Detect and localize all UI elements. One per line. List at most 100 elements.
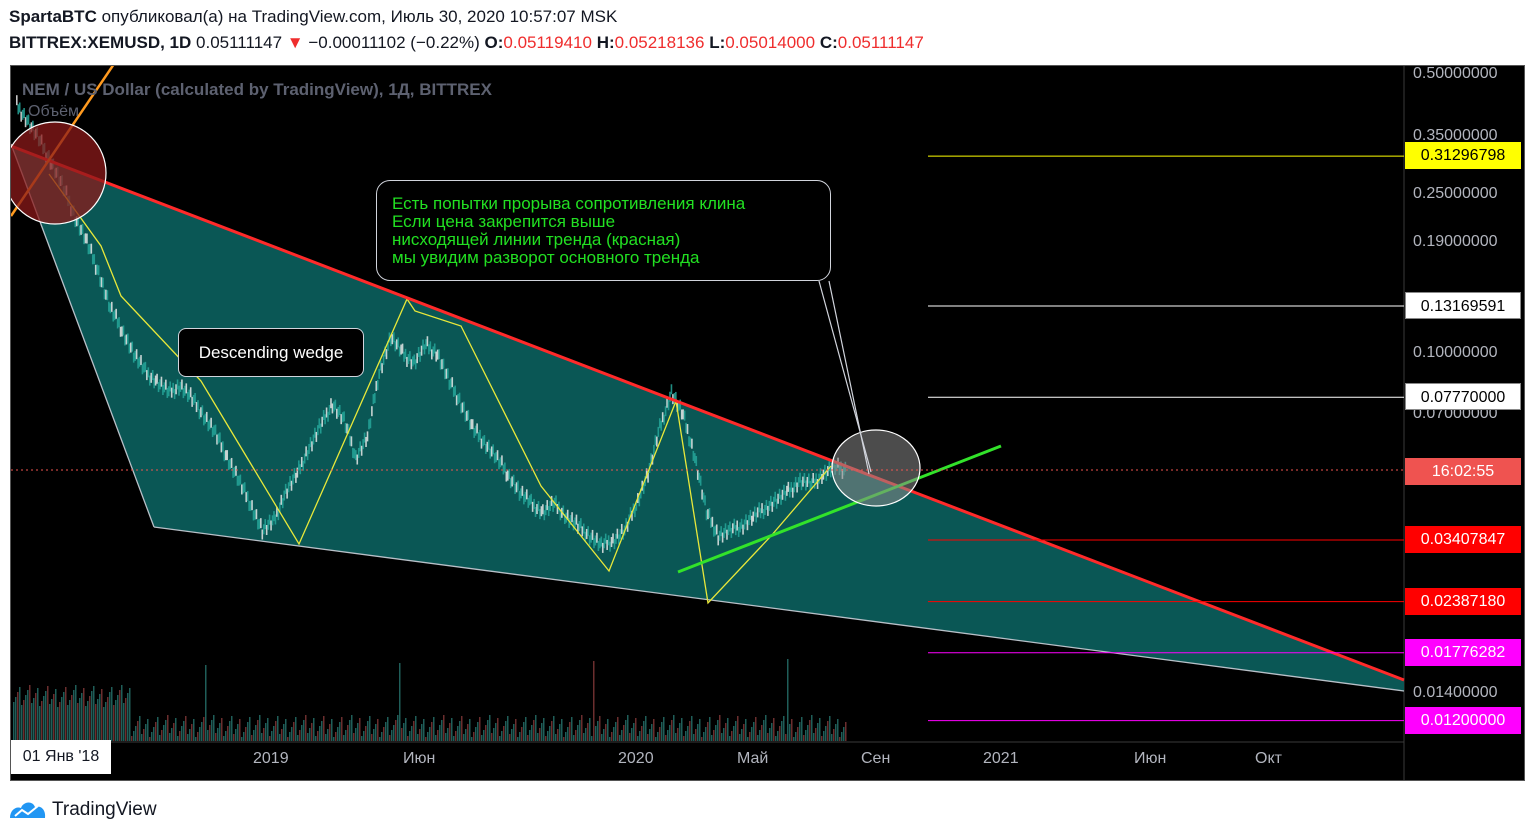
volume-bar xyxy=(51,699,53,741)
price-candle xyxy=(242,483,245,494)
volume-bar xyxy=(471,737,473,741)
volume-bar xyxy=(629,733,631,741)
resistance-trendline xyxy=(11,144,1405,682)
price-candle xyxy=(359,441,361,452)
price-candle xyxy=(134,350,136,361)
price-candle xyxy=(175,384,177,395)
analysis-callout[interactable]: Есть попытки прорыва сопротивления клина… xyxy=(376,180,831,281)
price-candle xyxy=(336,408,338,419)
price-candle xyxy=(138,356,141,367)
price-candle xyxy=(154,375,157,386)
price-candle xyxy=(724,523,727,534)
volume-bar xyxy=(639,731,641,741)
price-candle xyxy=(509,478,512,489)
price-candle xyxy=(290,480,293,491)
price-candle xyxy=(829,467,832,478)
price-candle xyxy=(83,234,85,245)
price-candle xyxy=(166,387,169,398)
price-candle xyxy=(499,457,502,468)
volume-bar xyxy=(283,724,285,741)
price-candle xyxy=(233,466,236,477)
price-candle xyxy=(243,482,246,493)
price-candle xyxy=(682,409,684,420)
price-candle xyxy=(292,474,294,485)
price-candle xyxy=(349,435,351,446)
volume-bar xyxy=(711,735,713,741)
volume-bar xyxy=(579,720,581,741)
price-candle xyxy=(262,524,265,535)
price-candle xyxy=(615,533,617,544)
volume-bar xyxy=(59,702,61,741)
price-candle xyxy=(393,332,395,343)
volume-bar xyxy=(91,691,93,741)
price-candle xyxy=(739,522,741,533)
volume-bar xyxy=(745,719,747,741)
volume-bar xyxy=(335,732,337,741)
price-candle xyxy=(547,506,550,517)
volume-bar xyxy=(237,724,239,741)
price-candle xyxy=(312,434,315,445)
volume-bar xyxy=(493,728,495,741)
volume-bar xyxy=(129,688,131,741)
volume-bar xyxy=(795,732,797,741)
low-label: L: xyxy=(709,33,726,52)
price-candle xyxy=(258,518,261,529)
volume-bar xyxy=(249,717,251,741)
price-candle xyxy=(400,344,402,355)
volume-bar xyxy=(367,721,369,741)
price-candle xyxy=(235,465,237,476)
volume-bar xyxy=(731,731,733,741)
support-trendline xyxy=(677,444,1002,574)
volume-bar xyxy=(25,695,27,741)
volume-bar xyxy=(719,715,721,741)
price-candle xyxy=(385,349,388,360)
price-candle xyxy=(821,473,823,484)
price-candle xyxy=(265,524,268,535)
volume-bar xyxy=(569,722,571,741)
tradingview-footer[interactable]: TradingView xyxy=(8,796,157,824)
price-candle xyxy=(314,427,316,438)
price-candle xyxy=(677,400,680,411)
price-candle xyxy=(404,348,407,359)
volume-bar xyxy=(453,736,455,741)
price-candle xyxy=(774,491,776,502)
price-candle xyxy=(271,515,274,526)
price-candle xyxy=(699,475,702,486)
volume-bar xyxy=(625,720,627,741)
price-candle xyxy=(745,514,747,525)
price-candle xyxy=(188,389,191,400)
price-candle xyxy=(577,523,579,534)
volume-bar xyxy=(223,736,225,741)
volume-bar xyxy=(47,686,49,741)
price-candle xyxy=(160,376,163,387)
wedge-callout[interactable]: Descending wedge xyxy=(178,328,364,377)
volume-bar xyxy=(89,696,91,741)
volume-bar xyxy=(641,726,643,741)
price-candle xyxy=(143,362,145,373)
chart-canvas[interactable] xyxy=(11,66,1525,781)
price-candle xyxy=(603,538,606,549)
volume-bar xyxy=(397,715,399,741)
chart-pane[interactable] xyxy=(10,65,1525,781)
volume-bar xyxy=(565,732,567,741)
author-name[interactable]: SpartaBTC xyxy=(9,7,97,26)
price-candle xyxy=(549,500,551,511)
volume-bar xyxy=(715,725,717,741)
price-candle xyxy=(485,443,487,454)
price-candle xyxy=(108,301,110,312)
volume-bar xyxy=(37,688,39,741)
price-candle xyxy=(167,386,170,397)
price-candle xyxy=(90,243,93,254)
price-candle xyxy=(257,519,259,530)
volume-bar xyxy=(661,722,663,741)
volume-bar xyxy=(741,729,743,741)
price-tick-label: 0.01400000 xyxy=(1413,684,1498,701)
volume-bar xyxy=(481,735,483,741)
volume-bar xyxy=(325,734,327,741)
volume-bar xyxy=(803,735,805,741)
price-candle xyxy=(439,359,442,370)
price-candle xyxy=(477,432,480,443)
volume-bar xyxy=(533,720,535,741)
volume-bar xyxy=(287,737,289,741)
volume-bar xyxy=(559,724,561,741)
